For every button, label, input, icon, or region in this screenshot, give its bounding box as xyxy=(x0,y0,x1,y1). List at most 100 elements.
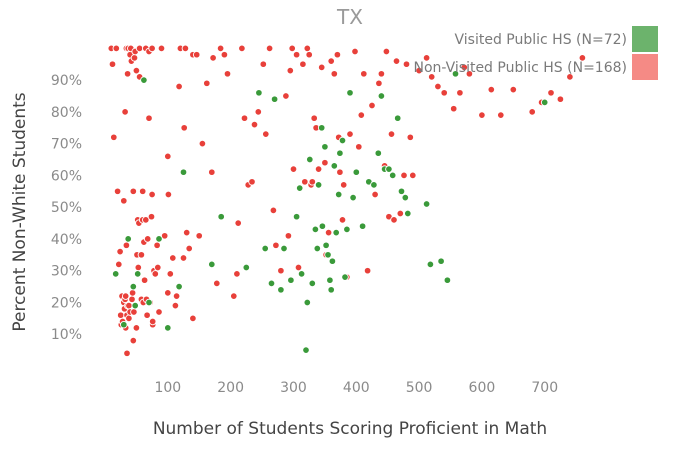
non-visited-point-91[interactable] xyxy=(198,139,207,148)
visited-point-49[interactable] xyxy=(352,168,361,176)
non-visited-point-147[interactable] xyxy=(363,266,372,275)
visited-point-50[interactable] xyxy=(358,222,367,230)
visited-point-63[interactable] xyxy=(426,260,435,269)
legend-swatch-1[interactable] xyxy=(632,54,658,80)
visited-point-61[interactable] xyxy=(404,209,412,218)
visited-point-34[interactable] xyxy=(321,143,329,151)
visited-point-58[interactable] xyxy=(393,114,402,122)
non-visited-point-77[interactable] xyxy=(169,254,177,262)
non-visited-point-83[interactable] xyxy=(180,124,188,132)
non-visited-point-89[interactable] xyxy=(192,50,201,59)
non-visited-point-79[interactable] xyxy=(172,292,181,300)
non-visited-point-180[interactable] xyxy=(566,73,574,81)
non-visited-point-22[interactable] xyxy=(123,70,132,78)
non-visited-point-69[interactable] xyxy=(154,263,162,272)
non-visited-point-153[interactable] xyxy=(382,47,391,56)
non-visited-point-123[interactable] xyxy=(303,44,312,53)
non-visited-point-116[interactable] xyxy=(286,66,295,75)
non-visited-point-45[interactable] xyxy=(135,44,144,53)
non-visited-point-75[interactable] xyxy=(164,190,173,199)
visited-point-40[interactable] xyxy=(330,162,339,170)
non-visited-point-19[interactable] xyxy=(122,241,131,250)
non-visited-point-42[interactable] xyxy=(134,263,143,272)
visited-point-16[interactable] xyxy=(261,244,269,253)
non-visited-point-133[interactable] xyxy=(324,228,333,237)
non-visited-point-100[interactable] xyxy=(233,270,241,278)
non-visited-point-159[interactable] xyxy=(400,171,408,180)
non-visited-point-33[interactable] xyxy=(129,336,138,345)
non-visited-point-46[interactable] xyxy=(137,251,146,259)
non-visited-point-175[interactable] xyxy=(509,85,518,94)
visited-point-64[interactable] xyxy=(437,257,445,265)
non-visited-point-63[interactable] xyxy=(148,44,156,53)
visited-point-39[interactable] xyxy=(328,257,337,265)
visited-point-3[interactable] xyxy=(129,282,138,291)
visited-point-32[interactable] xyxy=(317,124,326,132)
legend[interactable]: Visited Public HS (N=72) Non-Visited Publ… xyxy=(413,26,658,80)
non-visited-point-53[interactable] xyxy=(142,216,150,224)
non-visited-point-109[interactable] xyxy=(262,130,270,138)
visited-point-0[interactable] xyxy=(111,270,120,278)
non-visited-point-127[interactable] xyxy=(310,114,318,122)
visited-point-22[interactable] xyxy=(292,212,301,221)
non-visited-point-71[interactable] xyxy=(157,44,166,53)
visited-point-26[interactable] xyxy=(303,298,312,307)
non-visited-point-108[interactable] xyxy=(259,60,268,68)
visited-point-5[interactable] xyxy=(133,270,142,278)
non-visited-point-140[interactable] xyxy=(339,181,348,189)
non-visited-point-102[interactable] xyxy=(238,44,246,53)
non-visited-point-113[interactable] xyxy=(277,266,285,275)
visited-point-29[interactable] xyxy=(311,225,320,234)
non-visited-point-15[interactable] xyxy=(121,108,129,116)
non-visited-point-20[interactable] xyxy=(123,349,131,358)
non-visited-point-156[interactable] xyxy=(390,216,398,224)
non-visited-point-145[interactable] xyxy=(357,111,366,119)
non-visited-point-126[interactable] xyxy=(308,178,317,186)
non-visited-point-5[interactable] xyxy=(115,260,123,269)
non-visited-point-166[interactable] xyxy=(434,82,442,91)
non-visited-point-96[interactable] xyxy=(216,44,225,53)
visited-point-65[interactable] xyxy=(443,276,452,284)
non-visited-point-174[interactable] xyxy=(497,111,505,119)
non-visited-point-164[interactable] xyxy=(422,54,431,62)
non-visited-point-61[interactable] xyxy=(147,212,156,221)
non-visited-point-67[interactable] xyxy=(151,270,160,278)
non-visited-point-73[interactable] xyxy=(164,289,172,297)
non-visited-point-56[interactable] xyxy=(143,311,151,319)
non-visited-point-82[interactable] xyxy=(179,254,188,262)
non-visited-point-107[interactable] xyxy=(254,108,263,116)
non-visited-point-74[interactable] xyxy=(164,152,172,161)
non-visited-point-36[interactable] xyxy=(130,54,139,62)
legend-label-1[interactable]: Non-Visited Public HS (N=168) xyxy=(413,60,627,76)
visited-point-56[interactable] xyxy=(385,165,393,173)
non-visited-point-98[interactable] xyxy=(223,70,232,78)
non-visited-point-72[interactable] xyxy=(160,232,169,240)
non-visited-point-151[interactable] xyxy=(377,70,386,78)
non-visited-point-85[interactable] xyxy=(182,228,191,237)
visited-point-38[interactable] xyxy=(327,286,335,294)
visited-point-21[interactable] xyxy=(287,276,295,284)
visited-point-19[interactable] xyxy=(277,286,285,294)
non-visited-point-142[interactable] xyxy=(346,130,354,138)
non-visited-point-99[interactable] xyxy=(230,292,238,300)
visited-point-42[interactable] xyxy=(334,190,343,199)
visited-point-14[interactable] xyxy=(242,263,251,272)
visited-point-57[interactable] xyxy=(388,171,397,180)
legend-swatch-0[interactable] xyxy=(632,26,658,52)
non-visited-point-115[interactable] xyxy=(284,232,293,240)
non-visited-point-65[interactable] xyxy=(148,317,157,326)
visited-point-25[interactable] xyxy=(302,346,310,354)
visited-point-31[interactable] xyxy=(314,181,323,189)
non-visited-point-167[interactable] xyxy=(440,89,448,97)
non-visited-point-76[interactable] xyxy=(166,270,175,278)
non-visited-point-149[interactable] xyxy=(371,190,379,199)
visited-point-33[interactable] xyxy=(318,222,327,230)
non-visited-point-171[interactable] xyxy=(465,70,474,78)
non-visited-point-144[interactable] xyxy=(355,143,363,151)
non-visited-point-68[interactable] xyxy=(153,241,161,250)
visited-point-59[interactable] xyxy=(397,187,406,196)
non-visited-point-70[interactable] xyxy=(155,308,163,316)
non-visited-point-49[interactable] xyxy=(138,187,147,196)
non-visited-point-94[interactable] xyxy=(209,54,217,62)
non-visited-point-176[interactable] xyxy=(528,108,536,116)
